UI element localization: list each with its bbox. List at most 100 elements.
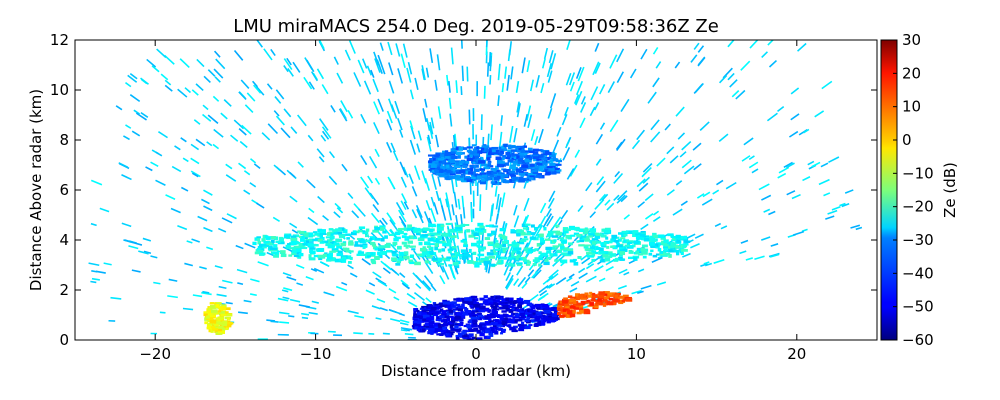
echo-mark — [421, 309, 426, 312]
echo-mark — [539, 233, 544, 238]
echo-mark — [413, 323, 421, 327]
echo-mark — [535, 149, 543, 152]
echo-mark — [503, 168, 511, 172]
noise-mark — [606, 202, 615, 211]
echo-mark — [451, 167, 456, 172]
noise-mark — [640, 48, 648, 60]
echo-mark — [297, 255, 302, 259]
y-tick-label: 6 — [59, 181, 69, 199]
noise-mark — [552, 257, 562, 267]
echo-mark — [670, 242, 677, 246]
echo-mark — [594, 235, 601, 239]
noise-mark — [644, 193, 654, 202]
echo-mark — [567, 248, 574, 252]
echo-mark — [335, 228, 342, 232]
echo-mark — [544, 238, 551, 241]
noise-mark — [425, 117, 431, 131]
echo-mark — [256, 238, 261, 241]
echo-mark — [456, 299, 462, 302]
noise-mark — [446, 74, 449, 86]
echo-mark — [357, 237, 364, 240]
echo-mark — [600, 233, 604, 237]
noise-mark — [401, 193, 408, 204]
x-tick-label: −20 — [139, 345, 171, 363]
echo-mark — [374, 247, 380, 251]
echo-mark — [413, 229, 419, 234]
noise-mark — [461, 195, 465, 208]
echo-mark — [223, 311, 229, 315]
echo-mark — [507, 159, 514, 163]
echo-mark — [612, 298, 618, 303]
echo-mark — [525, 249, 529, 254]
echo-mark — [404, 251, 409, 256]
echo-mark — [448, 264, 453, 267]
noise-mark — [677, 132, 686, 140]
echo-mark — [424, 322, 430, 327]
echo-mark — [497, 319, 502, 324]
echo-mark — [617, 295, 623, 299]
noise-mark — [237, 282, 244, 286]
echo-mark — [330, 235, 335, 240]
echo-mark — [628, 250, 634, 254]
echo-mark — [529, 175, 535, 179]
echo-mark — [455, 334, 462, 338]
noise-mark — [131, 241, 143, 246]
noise-mark — [595, 158, 602, 166]
noise-mark — [575, 80, 584, 96]
noise-mark — [609, 54, 618, 69]
echo-mark — [434, 325, 438, 329]
y-tick-label: 4 — [59, 231, 69, 249]
echo-mark — [447, 239, 452, 243]
echo-mark — [615, 236, 620, 239]
noise-mark — [347, 192, 354, 200]
noise-mark — [365, 289, 375, 295]
echo-mark — [220, 327, 226, 331]
echo-mark — [512, 306, 520, 309]
echo-mark — [300, 237, 305, 242]
noise-mark — [415, 274, 425, 285]
echo-mark — [431, 329, 437, 334]
noise-mark — [682, 252, 691, 258]
noise-mark — [702, 191, 711, 198]
echo-mark — [591, 258, 595, 262]
noise-mark — [95, 270, 106, 274]
noise-mark — [318, 118, 329, 131]
echo-mark — [491, 310, 498, 315]
noise-mark — [230, 134, 239, 142]
noise-mark — [131, 130, 141, 137]
echo-mark — [590, 292, 596, 296]
noise-mark — [151, 65, 160, 73]
echo-mark — [537, 306, 543, 309]
echo-mark — [468, 176, 473, 181]
echo-mark — [536, 243, 542, 247]
echo-mark — [484, 315, 490, 319]
noise-mark — [767, 40, 774, 46]
echo-mark — [434, 246, 439, 251]
echo-mark — [499, 227, 506, 232]
noise-mark — [409, 120, 414, 130]
noise-mark — [666, 146, 675, 155]
noise-mark — [386, 212, 396, 225]
echo-mark — [504, 317, 508, 321]
echo-mark — [488, 318, 492, 321]
echo-mark — [395, 262, 401, 266]
noise-mark — [217, 227, 227, 233]
echo-mark — [575, 227, 581, 232]
echo-mark — [620, 237, 626, 240]
noise-mark — [786, 190, 796, 196]
echo-mark — [494, 314, 500, 318]
noise-mark — [652, 210, 660, 216]
echo-mark — [683, 235, 688, 240]
echo-mark — [495, 171, 502, 176]
echo-mark — [570, 234, 576, 237]
noise-mark — [406, 292, 416, 300]
echo-mark — [318, 257, 323, 261]
noise-mark — [666, 189, 675, 196]
noise-mark — [192, 294, 203, 298]
echo-mark — [442, 326, 447, 330]
echo-mark — [606, 251, 613, 256]
echo-mark — [537, 321, 541, 326]
echo-mark — [391, 257, 397, 262]
echo-mark — [470, 176, 476, 179]
noise-mark — [123, 239, 133, 244]
